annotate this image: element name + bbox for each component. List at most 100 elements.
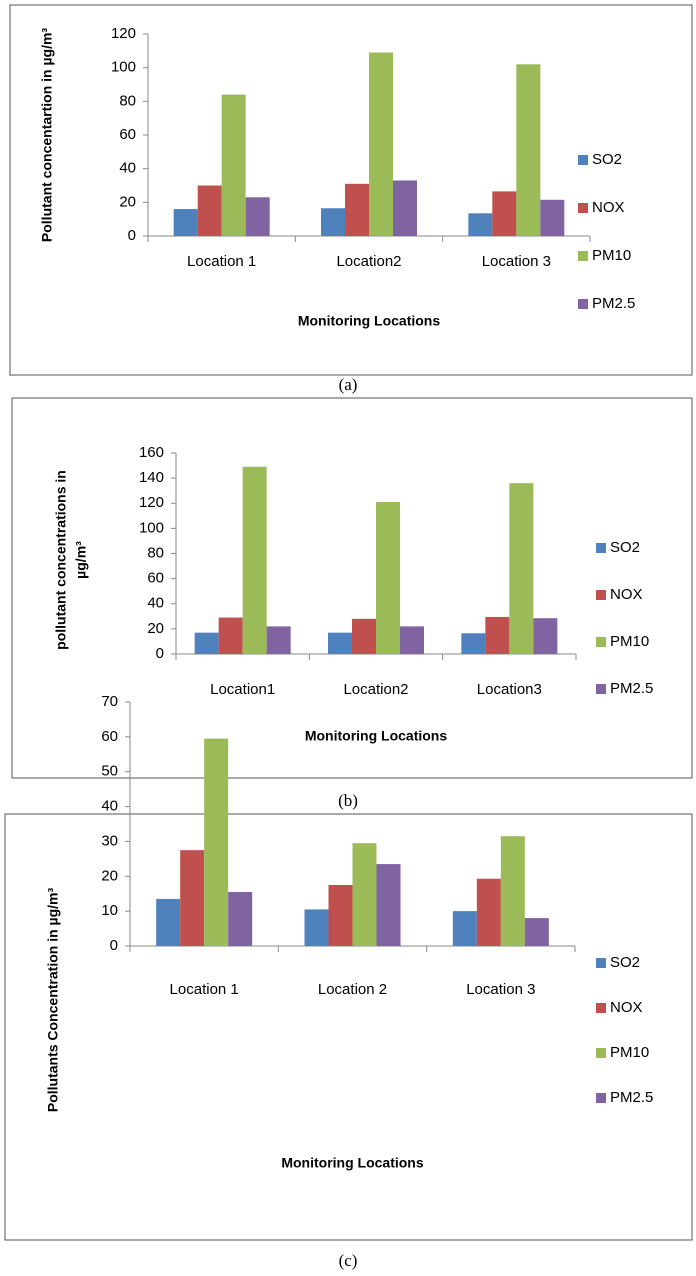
bar (352, 618, 376, 654)
legend-swatch (596, 684, 606, 694)
caption: (c) (339, 1251, 358, 1270)
bar (245, 197, 270, 236)
y-tick-label: 100 (139, 519, 164, 536)
bar (328, 885, 353, 946)
x-tick-label: Location2 (343, 681, 408, 698)
y-tick-label: 100 (111, 59, 136, 76)
y-tick-label: 0 (110, 937, 118, 954)
legend-label: NOX (592, 199, 625, 216)
legend-swatch (596, 590, 606, 600)
y-tick-label: 20 (101, 867, 118, 884)
bar (304, 909, 329, 946)
y-tick-label: 20 (147, 620, 164, 637)
y-tick-label: 60 (119, 126, 136, 143)
bar (242, 466, 267, 654)
y-axis-title: Pollutant concentartion in µg/m³ (39, 28, 55, 243)
y-tick-label: 60 (147, 570, 164, 587)
caption: (a) (339, 375, 358, 394)
legend-label: PM2.5 (610, 680, 653, 697)
x-tick-label: Location 1 (170, 981, 239, 998)
bar (321, 208, 345, 236)
legend-label: PM2.5 (592, 295, 635, 312)
bar (266, 626, 291, 654)
legend-swatch (596, 637, 606, 647)
bar (194, 632, 219, 654)
bar (369, 52, 393, 237)
bar (156, 898, 181, 946)
x-tick-label: Location 3 (482, 253, 551, 270)
bar (352, 843, 377, 946)
y-tick-label: 120 (139, 494, 164, 511)
y-tick-label: 30 (101, 832, 118, 849)
x-tick-label: Location1 (210, 681, 275, 698)
bar (180, 850, 205, 946)
bar (376, 501, 400, 654)
caption: (b) (338, 791, 358, 810)
legend-swatch (578, 299, 588, 309)
legend-swatch (578, 251, 588, 261)
bar (345, 183, 369, 236)
y-tick-label: 40 (119, 160, 136, 177)
x-tick-label: Location 3 (466, 981, 535, 998)
y-tick-label: 0 (156, 645, 164, 662)
bar (197, 185, 222, 236)
bar (485, 616, 510, 654)
bar (393, 180, 417, 236)
y-tick-label: 80 (147, 544, 164, 561)
bar (218, 617, 243, 654)
bar (468, 213, 493, 236)
bar (476, 878, 501, 946)
legend-label: PM10 (592, 247, 631, 264)
bar (204, 738, 229, 946)
bar (540, 199, 565, 236)
legend-label: SO2 (610, 954, 640, 971)
legend-label: NOX (610, 586, 643, 603)
y-tick-label: 50 (101, 763, 118, 780)
bar (492, 191, 517, 236)
bar (376, 864, 401, 946)
y-axis-title: Pollutants Concentration in µg/m³ (45, 888, 61, 1113)
bar (400, 626, 424, 654)
legend-swatch (596, 1003, 606, 1013)
bar (328, 632, 352, 654)
bar (173, 209, 198, 236)
y-axis-title: µg/m³ (73, 541, 89, 579)
legend-swatch (596, 1048, 606, 1058)
legend-swatch (596, 958, 606, 968)
legend-label: PM10 (610, 633, 649, 650)
bar (221, 94, 246, 236)
legend-swatch (578, 203, 588, 213)
x-tick-label: Location3 (477, 681, 542, 698)
chart-frame (11, 397, 693, 779)
y-tick-label: 120 (111, 25, 136, 42)
x-axis-title: Monitoring Locations (298, 313, 441, 329)
chart-frame (4, 813, 693, 1241)
y-tick-label: 0 (128, 227, 136, 244)
x-tick-label: Location 1 (187, 253, 256, 270)
y-tick-label: 140 (139, 469, 164, 486)
y-tick-label: 80 (119, 92, 136, 109)
bar (509, 483, 534, 654)
legend-label: PM10 (610, 1044, 649, 1061)
y-tick-label: 160 (139, 444, 164, 461)
legend-swatch (596, 1093, 606, 1103)
y-tick-label: 10 (101, 902, 118, 919)
y-tick-label: 20 (119, 193, 136, 210)
y-tick-label: 70 (101, 693, 118, 710)
legend-label: NOX (610, 999, 643, 1016)
x-tick-label: Location 2 (318, 981, 387, 998)
x-tick-label: Location2 (336, 253, 401, 270)
chart-frame (9, 4, 693, 376)
legend-swatch (596, 543, 606, 553)
bar (516, 64, 541, 236)
y-tick-label: 60 (101, 728, 118, 745)
bar (500, 836, 525, 946)
y-tick-label: 40 (101, 798, 118, 815)
y-tick-label: 40 (147, 595, 164, 612)
x-axis-title: Monitoring Locations (305, 728, 448, 744)
bar (452, 911, 477, 946)
legend-label: SO2 (610, 539, 640, 556)
legend-label: SO2 (592, 151, 622, 168)
